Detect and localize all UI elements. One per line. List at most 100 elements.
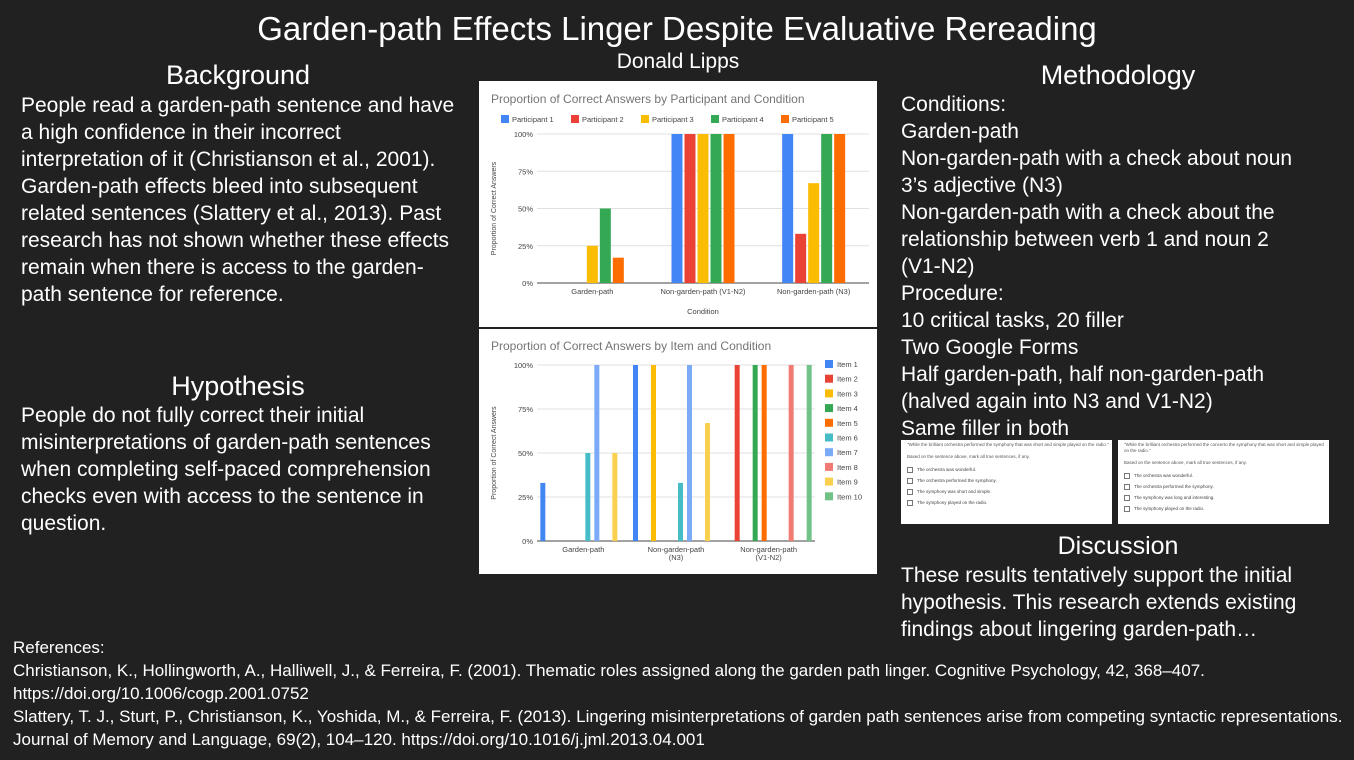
legend-entry: Item 6 [837, 434, 858, 443]
reference-item: Christianson, K., Hollingworth, A., Hall… [13, 661, 1205, 703]
checkbox-icon [1124, 506, 1130, 512]
bar-participant-1-non-garden-path-v1-n2 [671, 134, 683, 283]
form-option: The symphony played on the radio. [1118, 503, 1329, 514]
bar-item-7-non-garden-path-n3 [687, 365, 692, 541]
methodology-line: Non-garden-path with a check about noun [901, 147, 1293, 170]
x-tick-label: Non-garden-path (N3) [777, 287, 851, 296]
legend-swatch [825, 477, 833, 486]
legend-swatch [825, 360, 833, 368]
form-option: The orchestra performed the symphony. [901, 475, 1112, 486]
legend-swatch [825, 389, 833, 398]
bar-item-5-non-garden-path-v1-n2 [761, 365, 767, 541]
form-option: The orchestra was wonderful. [1118, 470, 1329, 481]
y-tick-label: 0% [522, 537, 533, 546]
x-tick-label: Non-garden-path [740, 545, 797, 554]
legend-swatch [571, 115, 579, 123]
legend-swatch [825, 462, 833, 471]
form-option: The symphony was long and interesting. [1118, 492, 1329, 503]
bar-item-9-garden-path [612, 453, 618, 541]
form-question: "While the brilliant orchestra performed… [907, 442, 1109, 447]
chart-title: Proportion of Correct Answers by Item an… [491, 339, 771, 353]
y-tick-label: 50% [518, 205, 533, 214]
bar-participant-1-non-garden-path-n3 [782, 134, 794, 283]
x-axis-label: Condition [687, 307, 719, 316]
legend-entry: Item 9 [837, 478, 858, 487]
methodology-line: relationship between verb 1 and noun 2 [901, 228, 1269, 251]
bar-item-1-garden-path [540, 482, 546, 541]
references-heading: References: [13, 638, 105, 657]
chart-title: Proportion of Correct Answers by Partici… [491, 92, 805, 106]
bar-item-9-non-garden-path-n3 [705, 423, 710, 541]
participant-chart: Proportion of Correct Answers by Partici… [479, 81, 877, 327]
form-instruction: Based on the sentence above, mark all tr… [907, 454, 1030, 459]
legend-swatch [781, 115, 789, 123]
y-axis-label: Proportion of Correct Answers [491, 161, 498, 255]
methodology-list: Conditions: Garden-path Non-garden-path … [901, 91, 1341, 442]
form-option: The symphony played on the radio. [901, 497, 1112, 508]
y-tick-label: 100% [514, 130, 534, 139]
form-question: "While the brilliant orchestra performed… [1124, 442, 1324, 453]
checkbox-icon [1124, 495, 1130, 501]
bar-participant-3-non-garden-path-n3 [808, 183, 820, 283]
bar-participant-2-non-garden-path-n3 [795, 233, 807, 283]
y-tick-label: 75% [518, 167, 533, 176]
legend-entry: Item 10 [837, 492, 862, 501]
form-option: The symphony was short and simple. [901, 486, 1112, 497]
methodology-line: Procedure: [901, 282, 1004, 305]
bar-item-2-non-garden-path-v1-n2 [734, 365, 740, 541]
legend-entry: Participant 2 [582, 115, 624, 124]
x-tick-label: (V1-N2) [756, 553, 783, 562]
methodology-line: Conditions: [901, 93, 1007, 116]
legend-swatch [825, 433, 833, 442]
form-option: The orchestra performed the symphony. [1118, 481, 1329, 492]
bar-participant-4-garden-path [599, 208, 611, 283]
references: References: Christianson, K., Hollingwor… [13, 636, 1343, 751]
bar-item-6-non-garden-path-n3 [678, 482, 683, 541]
item-chart: Proportion of Correct Answers by Item an… [479, 329, 877, 574]
legend-swatch [501, 115, 509, 123]
background-heading: Background [165, 60, 311, 90]
legend-entry: Item 7 [837, 448, 858, 457]
methodology-line: 3’s adjective (N3) [901, 174, 1063, 197]
legend-entry: Participant 4 [722, 115, 764, 124]
y-tick-label: 100% [514, 361, 534, 370]
methodology-line: Two Google Forms [901, 336, 1079, 359]
checkbox-icon [907, 478, 913, 484]
legend-entry: Item 1 [837, 360, 858, 369]
checkbox-icon [1124, 473, 1130, 479]
legend-swatch [641, 115, 649, 123]
legend-entry: Participant 3 [652, 115, 694, 124]
x-tick-label: Garden-path [571, 287, 613, 296]
hypothesis-text: People do not fully correct their initia… [21, 404, 431, 535]
methodology-line: 10 critical tasks, 20 filler [901, 309, 1124, 332]
methodology-line: Garden-path [901, 120, 1019, 143]
methodology-line: Non-garden-path with a check about the [901, 201, 1275, 224]
methodology-line: (V1-N2) [901, 255, 975, 278]
legend-swatch [825, 374, 833, 383]
x-tick-label: (N3) [669, 553, 684, 562]
methodology-line: (halved again into N3 and V1-N2) [901, 390, 1213, 413]
bar-participant-4-non-garden-path-n3 [821, 134, 833, 283]
form-option: The orchestra was wonderful. [901, 464, 1112, 475]
bar-participant-4-non-garden-path-v1-n2 [710, 134, 722, 283]
bar-participant-3-non-garden-path-v1-n2 [697, 134, 709, 283]
checkbox-icon [907, 467, 913, 473]
bar-participant-2-non-garden-path-v1-n2 [684, 134, 696, 283]
legend-swatch [825, 448, 833, 457]
bar-item-8-non-garden-path-v1-n2 [788, 365, 794, 541]
legend-entry: Item 8 [837, 463, 858, 472]
y-tick-label: 75% [518, 405, 533, 414]
y-tick-label: 25% [518, 242, 533, 251]
legend-swatch [825, 404, 833, 413]
discussion-text: These results tentatively support the in… [901, 564, 1297, 641]
legend-entry: Item 4 [837, 404, 858, 413]
x-tick-label: Garden-path [562, 545, 604, 554]
bar-item-10-non-garden-path-v1-n2 [806, 365, 812, 541]
methodology-heading: Methodology [1040, 60, 1196, 90]
y-axis-label: Proportion of Correct Answers [491, 406, 498, 500]
x-tick-label: Non-garden-path (V1-N2) [660, 287, 746, 296]
hypothesis-heading: Hypothesis [171, 371, 305, 401]
bar-item-1-non-garden-path-n3 [633, 365, 638, 541]
legend-entry: Item 2 [837, 375, 858, 384]
checkbox-icon [1124, 484, 1130, 490]
